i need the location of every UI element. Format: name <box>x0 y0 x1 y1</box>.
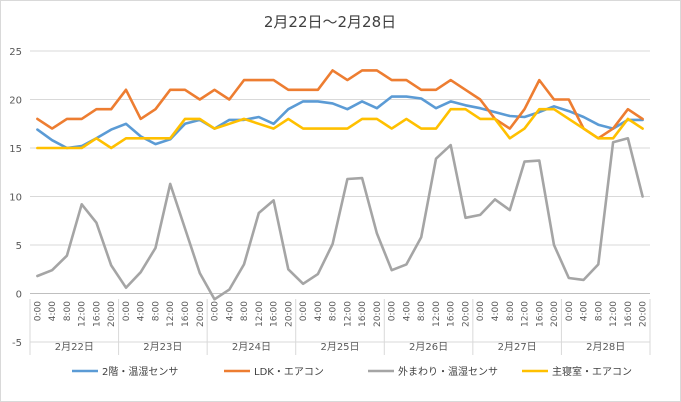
x-tick-label: 16:00 <box>535 301 545 327</box>
series-line-2 <box>36 69 644 140</box>
x-tick-label: 20:00 <box>461 301 471 327</box>
y-tick-label: 10 <box>9 193 22 204</box>
x-tick-label: 8:00 <box>151 301 161 321</box>
x-group-label: 2月25日 <box>320 341 359 353</box>
x-tick-label: 20:00 <box>639 301 649 327</box>
x-tick-label: 16:00 <box>181 301 191 327</box>
x-tick-label: 12:00 <box>166 301 176 327</box>
x-tick-label: 12:00 <box>609 301 619 327</box>
x-tick-label: 16:00 <box>447 301 457 327</box>
x-group-label: 2月28日 <box>586 341 625 353</box>
x-tick-label: 0:00 <box>299 301 309 321</box>
series-line-3 <box>36 137 644 301</box>
chart-title: 2月22日～2月28日 <box>264 13 396 31</box>
x-tick-label: 8:00 <box>240 301 250 321</box>
x-tick-label: 8:00 <box>594 301 604 321</box>
x-group-label: 2月26日 <box>409 341 448 353</box>
x-tick-label: 12:00 <box>521 301 531 327</box>
x-tick-label: 16:00 <box>624 301 634 327</box>
series-lines <box>36 69 644 301</box>
x-tick-label: 20:00 <box>107 301 117 327</box>
x-tick-label: 12:00 <box>78 301 88 327</box>
x-tick-label: 12:00 <box>255 301 265 327</box>
legend-label: LDK・エアコン <box>254 367 324 378</box>
x-tick-label: 20:00 <box>550 301 560 327</box>
gridlines <box>30 50 650 343</box>
x-tick-label: 4:00 <box>48 301 58 321</box>
x-axis: 0:00 4:00 8:00 12:00 16:00 20:00 0:00 4:00 8:00 1… <box>29 299 651 355</box>
x-tick-label: 8:00 <box>506 301 516 321</box>
y-tick-label: -5 <box>12 338 22 349</box>
x-tick-label: 0:00 <box>565 301 575 321</box>
x-tick-label: 20:00 <box>284 301 294 327</box>
x-group-label: 2月24日 <box>232 341 271 353</box>
x-tick-label: 4:00 <box>402 301 412 321</box>
x-tick-label: 16:00 <box>270 301 280 327</box>
x-tick-label: 20:00 <box>373 301 383 327</box>
y-tick-label: 20 <box>9 96 22 107</box>
legend-label: 2階・温湿センサ <box>102 366 178 378</box>
y-axis-ticks: -5 0 5 10 15 20 25 <box>9 47 22 349</box>
y-tick-label: 5 <box>16 241 22 252</box>
x-tick-label: 4:00 <box>225 301 235 321</box>
x-tick-label: 12:00 <box>432 301 442 327</box>
x-tick-label: 8:00 <box>417 301 427 321</box>
x-tick-label: 0:00 <box>476 301 486 321</box>
y-tick-label: 0 <box>16 290 22 301</box>
x-tick-label: 0:00 <box>211 301 221 321</box>
x-tick-label: 8:00 <box>329 301 339 321</box>
x-tick-label: 4:00 <box>491 301 501 321</box>
x-tick-label: 20:00 <box>196 301 206 327</box>
legend: 2階・温湿センサ LDK・エアコン 外まわり・温湿センサ 主寝室・エアコン <box>72 365 632 378</box>
x-tick-label: 4:00 <box>314 301 324 321</box>
legend-label: 主寝室・エアコン <box>552 365 632 378</box>
x-group-label: 2月27日 <box>498 341 537 353</box>
x-tick-label: 4:00 <box>137 301 147 321</box>
x-group-label: 2月22日 <box>55 341 94 353</box>
x-tick-label: 16:00 <box>92 301 102 327</box>
x-tick-label: 12:00 <box>343 301 353 327</box>
x-group-label: 2月23日 <box>143 341 182 353</box>
series-line-4 <box>36 107 644 150</box>
y-tick-label: 15 <box>9 144 22 155</box>
series-line-1 <box>36 95 644 150</box>
x-tick-label: 0:00 <box>388 301 398 321</box>
legend-label: 外まわり・温湿センサ <box>398 366 498 378</box>
x-tick-label: 16:00 <box>358 301 368 327</box>
x-tick-label: 0:00 <box>33 301 43 321</box>
x-tick-label: 4:00 <box>580 301 590 321</box>
y-tick-label: 25 <box>9 47 22 58</box>
x-tick-label: 0:00 <box>122 301 132 321</box>
x-tick-label: 8:00 <box>63 301 73 321</box>
